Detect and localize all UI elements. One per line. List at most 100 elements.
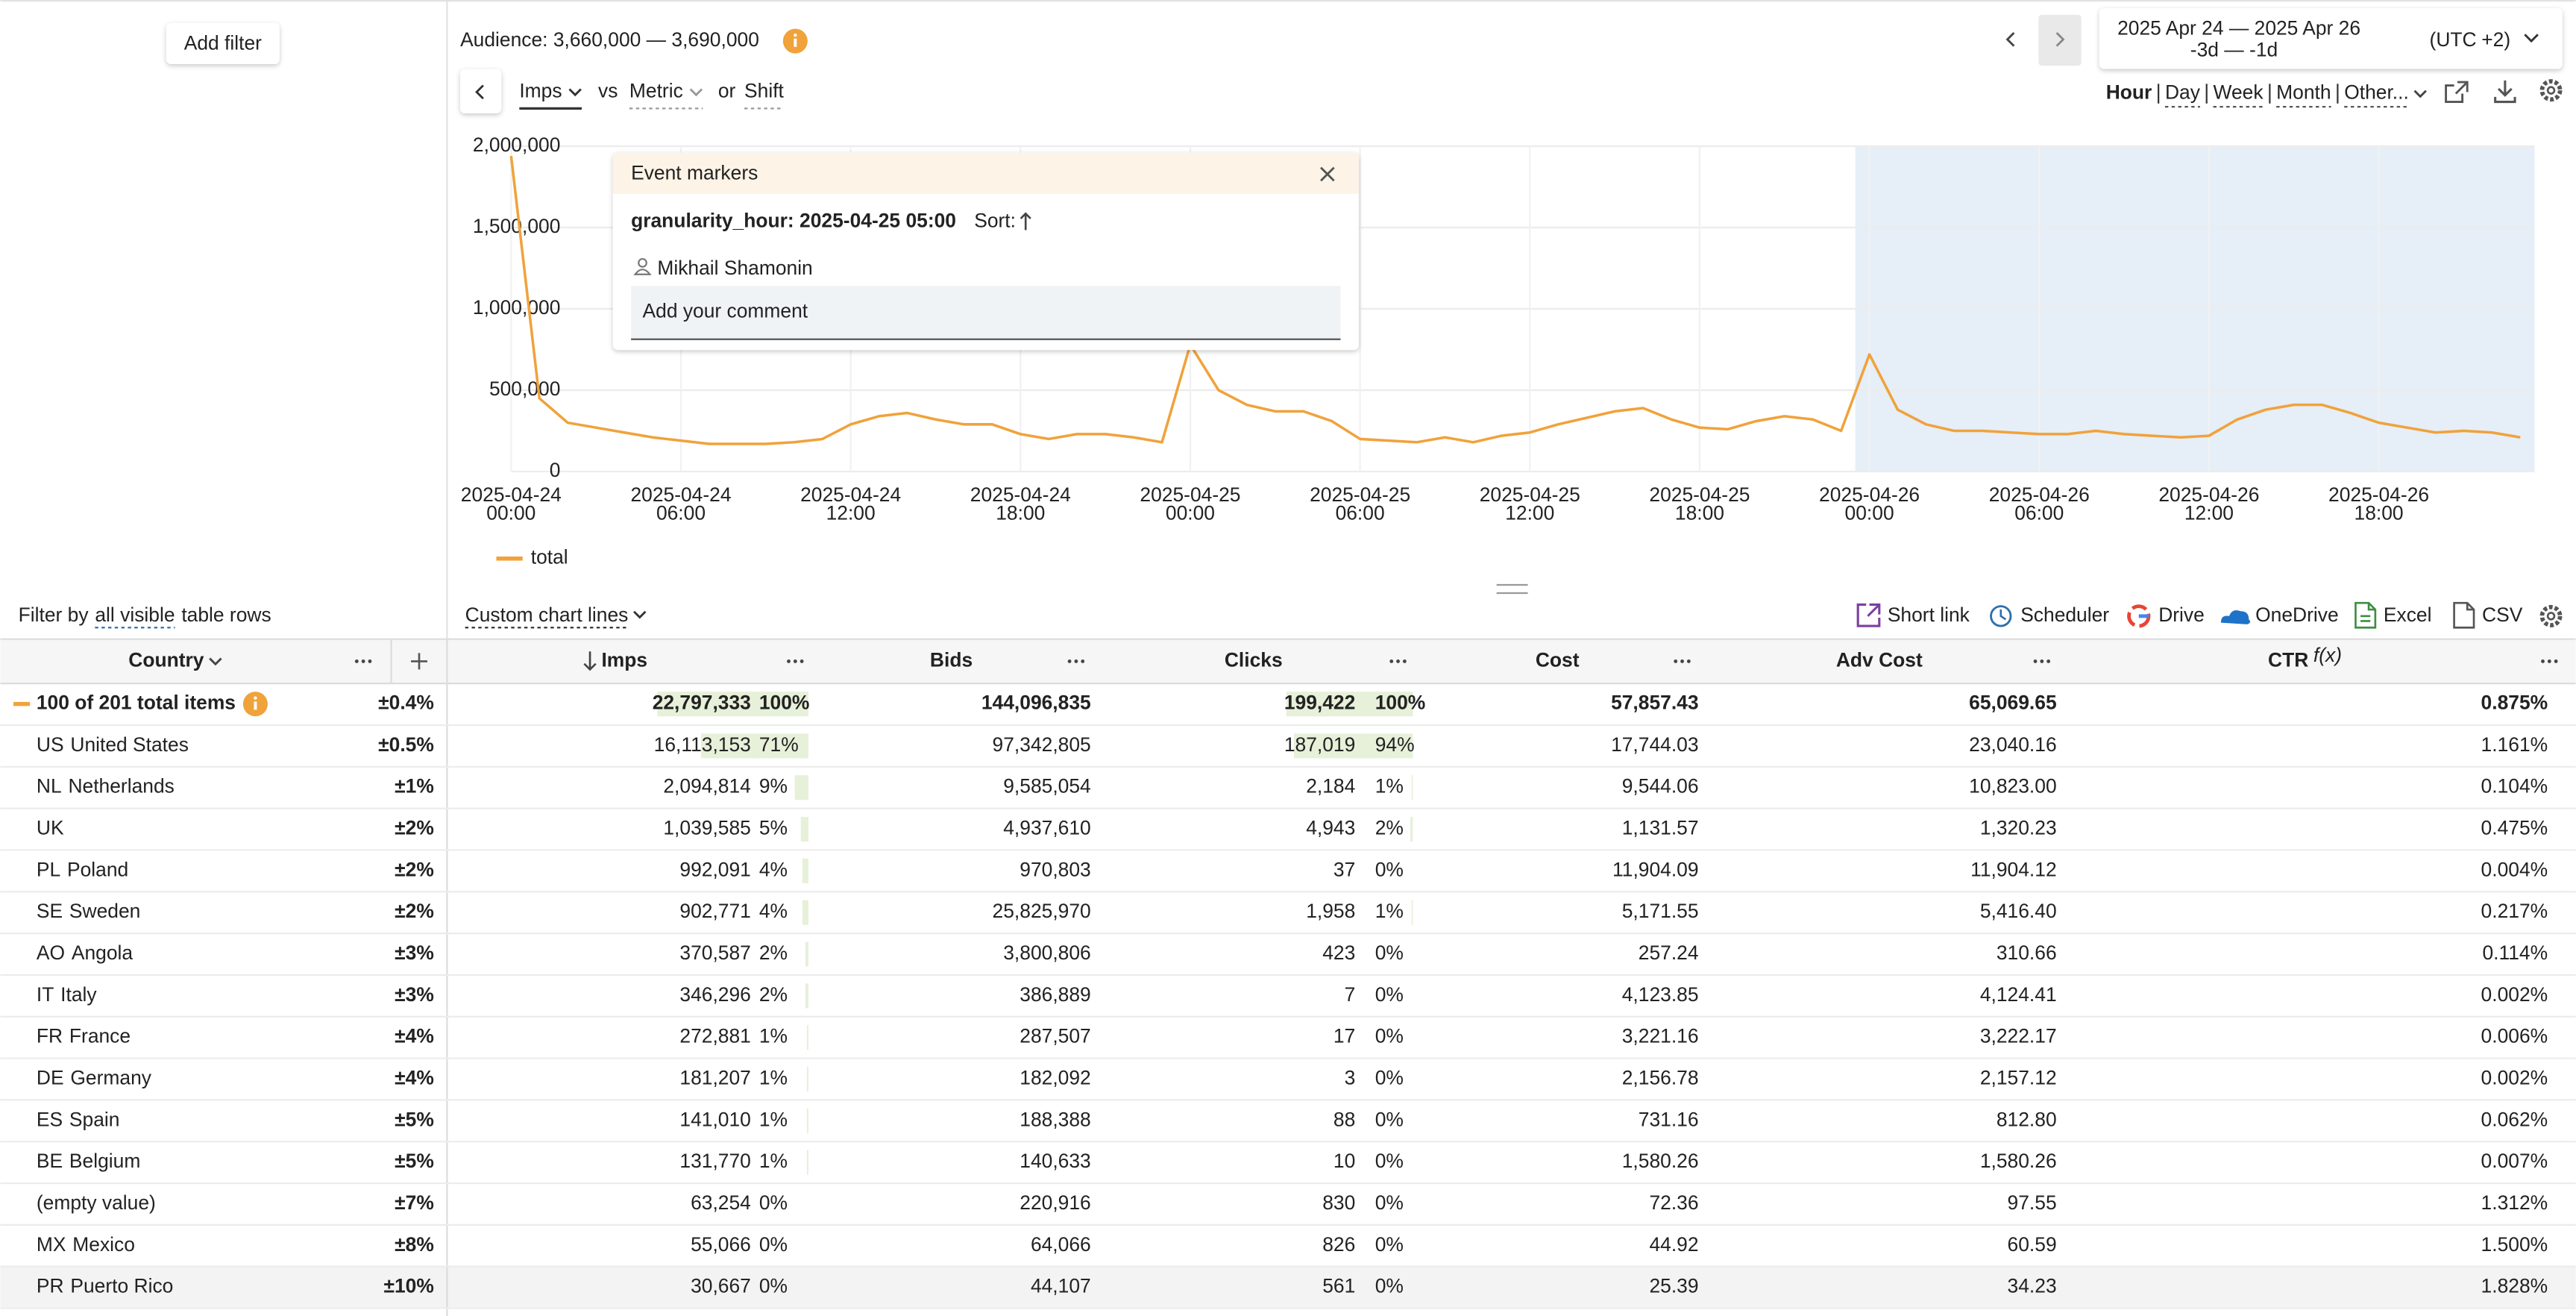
column-menu-icon[interactable] <box>361 659 365 663</box>
country-code[interactable]: PL <box>37 858 60 880</box>
granularity-option[interactable]: Month <box>2276 81 2331 104</box>
country-name[interactable]: Germany <box>70 1066 151 1088</box>
country-code[interactable]: US <box>37 733 64 756</box>
country-code[interactable]: DE <box>37 1066 64 1088</box>
cell-clicks: 187,019 <box>1284 733 1355 756</box>
column-menu-icon[interactable] <box>2554 659 2558 663</box>
country-code[interactable]: NL <box>37 775 62 798</box>
column-menu-icon[interactable] <box>2547 659 2551 663</box>
column-menu-icon[interactable] <box>1389 659 1394 663</box>
country-code[interactable]: AO <box>37 941 65 964</box>
export-option[interactable]: OneDrive <box>2255 604 2339 626</box>
row-label[interactable]: (empty value) <box>37 1191 156 1214</box>
export-option[interactable]: CSV <box>2482 604 2523 626</box>
country-name[interactable]: Poland <box>67 858 128 880</box>
cell-imps-share: 4% <box>759 858 788 880</box>
custom-chart-lines[interactable]: Custom chart lines <box>465 604 629 626</box>
country-code[interactable]: UK <box>37 817 64 839</box>
column-menu-icon[interactable] <box>799 659 804 663</box>
country-name[interactable]: France <box>69 1025 131 1047</box>
export-option[interactable]: Excel <box>2384 604 2432 626</box>
next-range-button[interactable] <box>2038 14 2082 66</box>
country-name[interactable]: Angola <box>72 941 133 964</box>
column-menu-icon[interactable] <box>1686 659 1691 663</box>
column-header[interactable]: CTR <box>2268 648 2308 671</box>
column-menu-icon[interactable] <box>1680 659 1684 663</box>
column-menu-icon[interactable] <box>2046 659 2051 663</box>
event-user[interactable]: Mikhail Shamonin <box>657 257 812 279</box>
cell-adv-cost: 5,416.40 <box>1980 900 2057 922</box>
cell-imps-share: 71% <box>759 733 799 756</box>
country-code[interactable]: BE <box>37 1150 63 1172</box>
country-code[interactable]: ES <box>37 1108 63 1130</box>
export-option[interactable]: Scheduler <box>2020 604 2109 626</box>
column-menu-icon[interactable] <box>1674 659 1678 663</box>
cell-bids: 287,507 <box>1020 1025 1090 1047</box>
download-icon[interactable] <box>2494 80 2516 104</box>
export-option[interactable]: Short link <box>1888 604 1970 626</box>
column-menu-icon[interactable] <box>1396 659 1400 663</box>
add-column-icon[interactable] <box>411 653 428 670</box>
add-filter-label[interactable]: Add filter <box>184 31 262 54</box>
cell-cost: 731.16 <box>1639 1108 1699 1130</box>
back-button[interactable] <box>460 69 502 113</box>
column-header[interactable]: Bids <box>930 648 973 671</box>
table-settings-icon[interactable] <box>2539 604 2563 627</box>
sort-desc-icon <box>583 651 597 671</box>
filter-scope-link[interactable]: all visible <box>95 604 175 626</box>
country-name[interactable]: Sweden <box>69 900 140 922</box>
country-code[interactable]: PR <box>37 1275 64 1297</box>
sort-toggle[interactable]: Sort: <box>974 209 1016 231</box>
country-name[interactable]: Italy <box>60 983 97 1006</box>
column-header[interactable]: Clicks <box>1225 648 1283 671</box>
country-name[interactable]: Belgium <box>69 1150 140 1172</box>
close-icon[interactable] <box>1320 166 1335 182</box>
date-range-picker[interactable] <box>2099 8 2563 69</box>
export-option[interactable]: Drive <box>2158 604 2205 626</box>
country-name[interactable]: Puerto Rico <box>70 1275 173 1297</box>
country-name[interactable]: Mexico <box>72 1233 135 1256</box>
country-name[interactable]: Netherlands <box>68 775 174 798</box>
column-header[interactable]: Country <box>128 648 204 671</box>
cell-bids: 25,825,970 <box>993 900 1091 922</box>
column-menu-icon[interactable] <box>1074 659 1078 663</box>
column-menu-icon[interactable] <box>2033 659 2038 663</box>
granularity-option[interactable]: Day <box>2165 81 2201 104</box>
country-name[interactable]: Spain <box>69 1108 120 1130</box>
column-menu-icon[interactable] <box>1067 659 1072 663</box>
column-menu-icon[interactable] <box>787 659 791 663</box>
add-filter-button[interactable] <box>166 22 280 64</box>
metric-select[interactable]: Imps <box>519 79 562 101</box>
country-code[interactable]: SE <box>37 900 63 922</box>
x-tick-label: 06:00 <box>656 501 706 524</box>
column-menu-icon[interactable] <box>354 659 359 663</box>
settings-icon[interactable] <box>2539 79 2563 102</box>
granularity-option[interactable]: Hour <box>2106 81 2152 104</box>
column-menu-icon[interactable] <box>2541 659 2545 663</box>
shift-select[interactable]: Shift <box>744 79 785 101</box>
table-header <box>0 639 2576 684</box>
country-code[interactable]: IT <box>37 983 54 1006</box>
column-menu-icon[interactable] <box>2040 659 2044 663</box>
column-header[interactable]: Adv Cost <box>1836 648 1923 671</box>
comment-input[interactable] <box>631 286 1341 340</box>
compare-metric-select[interactable]: Metric <box>629 79 683 101</box>
granularity-option[interactable]: Week <box>2214 81 2264 104</box>
granularity-option[interactable]: Other... <box>2344 81 2409 104</box>
legend-label[interactable]: total <box>531 546 568 568</box>
column-header[interactable]: Imps <box>601 648 647 671</box>
cell-imps-share: 5% <box>759 817 788 839</box>
column-menu-icon[interactable] <box>368 659 372 663</box>
country-code[interactable]: FR <box>37 1025 63 1047</box>
row-error: ±0.4% <box>378 692 434 714</box>
column-header[interactable]: Cost <box>1536 648 1580 671</box>
row-error: ±0.5% <box>378 733 434 756</box>
column-menu-icon[interactable] <box>1402 659 1407 663</box>
country-code[interactable]: MX <box>37 1233 66 1256</box>
cell-imps: 63,254 <box>691 1191 751 1214</box>
column-menu-icon[interactable] <box>793 659 797 663</box>
column-menu-icon[interactable] <box>1081 659 1085 663</box>
country-name[interactable]: United States <box>70 733 189 756</box>
cell-clicks: 4,943 <box>1306 817 1355 839</box>
cell-bids: 97,342,805 <box>993 733 1091 756</box>
